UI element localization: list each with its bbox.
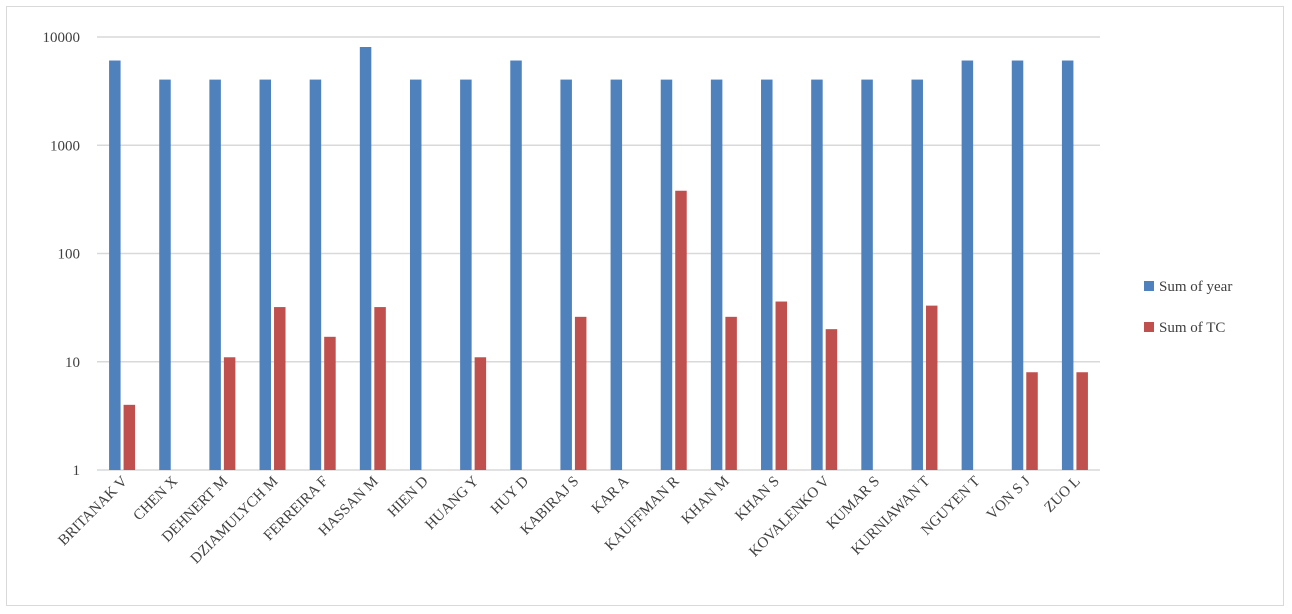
y-tick-label: 1000 [50, 138, 80, 154]
bar-sum-of-tc [474, 357, 487, 470]
y-tick-label: 1 [73, 463, 81, 479]
bar-sum-of-year [761, 79, 773, 471]
x-category-label: KHAN S [732, 474, 783, 525]
bar-sum-of-year [861, 79, 873, 471]
bar-sum-of-tc [123, 404, 136, 470]
bar-sum-of-year [961, 60, 974, 470]
bar-sum-of-year [259, 79, 272, 471]
legend-swatch-tc [1144, 322, 1154, 332]
y-tick-label: 100 [58, 247, 81, 263]
bar-sum-of-year [159, 79, 171, 471]
bar-sum-of-year [510, 60, 522, 470]
bar-sum-of-year [811, 79, 823, 471]
y-axis-tick-labels: 1 10 100 1000 10000 [43, 30, 81, 479]
x-category-label: KHAN M [679, 474, 733, 528]
x-category-label: CHEN X [131, 473, 182, 524]
bar-sum-of-tc [223, 357, 236, 470]
bar-sum-of-tc [1026, 372, 1038, 470]
x-category-label: HIEN D [385, 473, 432, 520]
legend-label-tc: Sum of TC [1159, 320, 1225, 336]
y-tick-label: 10 [65, 355, 80, 371]
legend-swatch-year [1144, 281, 1154, 291]
bar-sum-of-year [1061, 60, 1074, 470]
bar-sum-of-tc [1076, 372, 1088, 470]
bar-sum-of-tc [775, 301, 788, 470]
bar-sum-of-tc [574, 316, 587, 470]
bar-sum-of-year [911, 79, 923, 471]
bar-sum-of-year [209, 79, 221, 470]
bar-sum-of-tc [274, 307, 286, 470]
y-tick-label: 10000 [43, 30, 81, 46]
bar-sum-of-tc [374, 307, 386, 470]
bar-sum-of-tc [324, 336, 336, 470]
x-category-label: BRITANAK V [56, 473, 132, 549]
bar-sum-of-tc [675, 190, 687, 471]
bar-sum-of-year [109, 60, 121, 470]
bar-sum-of-year [359, 47, 372, 470]
bar-sum-of-year [610, 79, 623, 471]
bar-sum-of-tc [825, 329, 838, 470]
legend: Sum of year Sum of TC [1144, 279, 1232, 336]
bar-sum-of-year [309, 79, 322, 471]
gridlines [97, 36, 1100, 471]
x-category-label: HUY D [488, 473, 532, 517]
bar-sum-of-tc [725, 316, 737, 470]
legend-label-year: Sum of year [1159, 279, 1232, 295]
x-category-label: ZUO L [1042, 474, 1084, 516]
bars [109, 47, 1088, 471]
bar-sum-of-year [460, 79, 472, 471]
bar-sum-of-year [660, 79, 673, 470]
bar-sum-of-tc [925, 305, 938, 470]
x-category-label: KAR A [589, 473, 633, 517]
bar-sum-of-year [1011, 60, 1024, 470]
bar-sum-of-year [560, 79, 572, 471]
x-category-label: HUANG Y [422, 473, 482, 533]
x-category-label: DZIAMULYCH M [188, 474, 282, 568]
bar-sum-of-year [710, 79, 723, 471]
bar-sum-of-year [409, 79, 422, 471]
x-category-label: VON S J [984, 473, 1034, 523]
